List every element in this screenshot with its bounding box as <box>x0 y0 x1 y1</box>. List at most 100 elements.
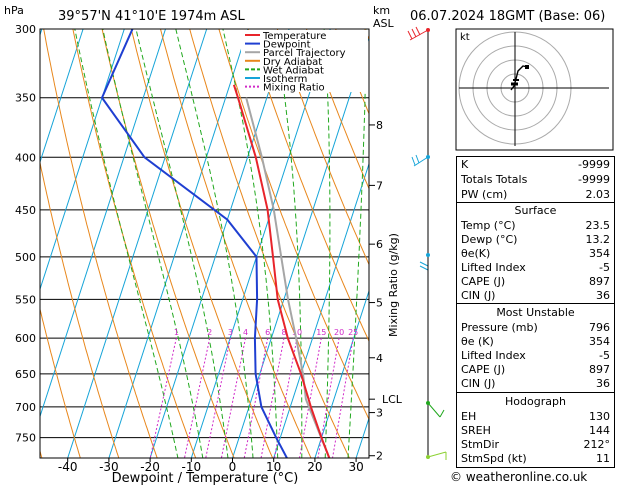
wind-dot <box>426 28 430 32</box>
temperature-tick-label: -40 <box>58 460 78 474</box>
wet-adiabat <box>135 29 229 458</box>
isotherm-line <box>40 29 125 291</box>
mixing-ratio-label: 6 <box>265 328 270 337</box>
temperature-tick-label: 20 <box>307 460 322 474</box>
mu-value: -5 <box>599 349 610 362</box>
altitude-tick-label: 5 <box>376 297 383 310</box>
hodograph-params-panel: Hodograph EH 130 SREH 144 StmDir 212° StmSp… <box>456 392 615 468</box>
isotherm-line <box>108 29 249 458</box>
temperature-tick-label: -10 <box>181 460 201 474</box>
mu-row: Pressure (mb) 796 <box>461 321 610 335</box>
mixing-ratio-line <box>260 338 285 458</box>
mixing-ratio-label: 3 <box>228 328 233 337</box>
surface-row: Temp (°C) 23.5 <box>461 219 610 233</box>
surface-label: θe(K) <box>461 247 491 260</box>
mixing-ratio-label: 8 <box>281 328 286 337</box>
surface-label: CAPE (J) <box>461 275 506 288</box>
mixing-ratio-label: 2 <box>207 328 212 337</box>
hodograph-kt-label: kt <box>460 32 470 43</box>
wet-adiabat <box>222 29 279 458</box>
pressure-tick-label: 550 <box>15 293 36 306</box>
most-unstable-title: Most Unstable <box>496 306 575 319</box>
mixing-ratio-label: 20 <box>334 328 344 337</box>
altitude-tick-label: 4 <box>376 352 383 365</box>
wet-adiabat <box>347 29 368 458</box>
altitude-tick-label: 6 <box>376 238 383 251</box>
x-axis-label: Dewpoint / Temperature (°C) <box>112 471 299 486</box>
wet-adiabat <box>102 29 204 458</box>
hodo-row: StmDir 212° <box>461 438 610 452</box>
hpa-unit: hPa <box>4 4 24 17</box>
isotherm-line <box>314 289 369 458</box>
km-unit: km <box>373 4 390 17</box>
wind-dot <box>426 455 430 459</box>
surface-label: Lifted Index <box>461 261 526 274</box>
most-unstable-panel: Most Unstable Pressure (mb) 796 θe (K) 354… <box>456 303 615 394</box>
altitude-tick-label: 8 <box>376 119 383 132</box>
dry-adiabat <box>40 160 120 458</box>
isotherm-line <box>0 29 1 458</box>
hodo-label: SREH <box>461 424 491 437</box>
lcl-label: LCL <box>382 393 403 406</box>
pressure-tick-label: 400 <box>15 151 36 164</box>
legend-entry: Parcel Trajectory <box>263 48 346 59</box>
isotherm-line <box>40 29 166 418</box>
altitude-tick-label: 7 <box>376 179 383 192</box>
wet-adiabat <box>74 29 179 458</box>
surface-label: Temp (°C) <box>461 219 516 232</box>
pressure-tick-label: 750 <box>15 432 36 445</box>
surface-value: 354 <box>589 247 610 260</box>
surface-row: CIN (J) 36 <box>461 289 610 303</box>
mu-value: 354 <box>589 335 610 348</box>
wind-barb-sfc <box>427 451 447 460</box>
wind-dot <box>426 155 430 159</box>
pressure-tick-label: 350 <box>15 92 36 105</box>
surface-value: -5 <box>599 261 610 274</box>
mu-label: Pressure (mb) <box>461 321 538 334</box>
wind-barb-500 <box>419 255 429 272</box>
hodograph-trace <box>510 65 529 91</box>
temperature-tick-label: -20 <box>140 460 160 474</box>
index-value: -9999 <box>578 173 610 186</box>
wet-adiabat <box>323 29 331 458</box>
isotherm-line <box>40 29 84 164</box>
legend-entry: Isotherm <box>263 74 307 85</box>
isotherm-line <box>232 35 369 458</box>
mixing-ratio-label: 15 <box>316 328 326 337</box>
mu-row: CAPE (J) 897 <box>461 363 610 377</box>
index-label: Totals Totals <box>461 173 528 186</box>
dry-adiabat <box>72 29 197 458</box>
surface-panel: Surface Temp (°C) 23.5 Dewp (°C) 13.2 θe(K… <box>456 202 615 307</box>
legend-entry: Wet Adiabat <box>263 65 324 76</box>
dry-adiabat <box>247 29 369 343</box>
pressure-tick-label: 500 <box>15 251 36 264</box>
dry-adiabat <box>276 29 369 266</box>
isotherm-line <box>190 29 331 458</box>
dry-adiabat <box>189 29 350 458</box>
dry-adiabat <box>40 307 81 458</box>
mu-value: 897 <box>589 363 610 376</box>
hodograph-frame <box>455 28 614 151</box>
hodo-label: EH <box>461 410 477 423</box>
datetime-title: 06.07.2024 18GMT (Base: 06) <box>410 9 605 24</box>
surface-title: Surface <box>514 204 557 217</box>
wind-dot <box>426 401 430 405</box>
index-label: PW (cm) <box>461 188 508 201</box>
isotherm-line <box>149 29 290 458</box>
isotherm-line <box>273 162 369 458</box>
wind-barb-300 <box>407 26 429 41</box>
wind-dot <box>426 253 430 257</box>
dry-adiabat <box>40 449 43 458</box>
surface-row: Dewp (°C) 13.2 <box>461 233 610 247</box>
wind-barb-700 <box>427 402 445 418</box>
mu-label: CAPE (J) <box>461 363 506 376</box>
mu-row: θe (K) 354 <box>461 335 610 349</box>
mu-value: 36 <box>596 377 610 390</box>
index-label: K <box>461 158 469 171</box>
temperature-tick-label: -30 <box>99 460 119 474</box>
hodograph-storm-marker <box>525 65 529 69</box>
hodo-row: SREH 144 <box>461 424 610 438</box>
hodo-value: 11 <box>596 452 610 465</box>
wet-adiabat <box>175 29 254 458</box>
